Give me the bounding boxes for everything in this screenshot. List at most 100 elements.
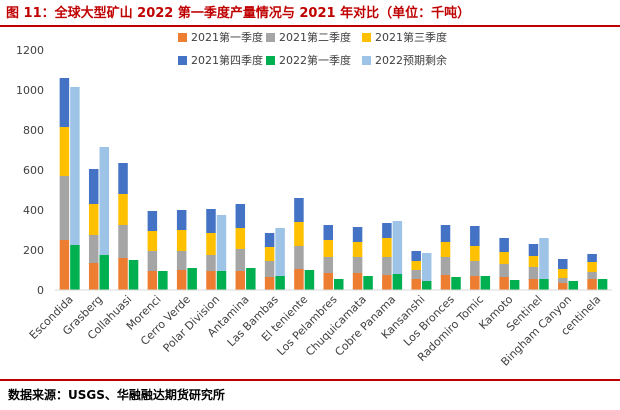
bar-2021第二季度 — [118, 225, 128, 258]
bar-2021第三季度 — [323, 240, 333, 257]
bar-2022第一季度 — [334, 279, 344, 290]
bar-2021第二季度 — [294, 246, 304, 269]
bar-2021第四季度 — [440, 225, 451, 242]
bar-2021第四季度 — [558, 259, 568, 269]
legend-swatch — [362, 33, 371, 42]
bar-2021第三季度 — [206, 233, 216, 255]
bar-2022第一季度 — [539, 279, 549, 290]
bar-2022第一季度 — [128, 260, 139, 290]
bar-2022预期剩余 — [392, 221, 403, 274]
bar-2021第四季度 — [470, 226, 480, 246]
bar-2021第四季度 — [59, 78, 70, 127]
bar-2021第二季度 — [382, 257, 392, 275]
bar-2021第一季度 — [587, 279, 597, 290]
chart-figure: 0 200 400 600 800 1000 1200 EscondidaGrasbergC… — [16, 30, 612, 369]
bar-2022第一季度 — [480, 276, 491, 290]
y-tick-label: 200 — [23, 244, 44, 257]
bar-2021第四季度 — [528, 244, 539, 256]
legend-label: 2021第三季度 — [375, 30, 447, 44]
bar-2022预期剩余 — [275, 228, 285, 276]
bar-2021第三季度 — [118, 194, 128, 225]
bar-2022第一季度 — [99, 255, 109, 290]
y-tick-label: 800 — [23, 124, 44, 137]
bar-2022第一季度 — [70, 245, 80, 290]
bar-2021第四季度 — [235, 204, 246, 228]
bar-2021第二季度 — [235, 249, 246, 271]
bar-2021第一季度 — [206, 271, 216, 290]
legend-swatch — [266, 33, 275, 42]
bottom-rule — [0, 379, 620, 381]
bar-2021第二季度 — [470, 261, 480, 276]
legend-swatch — [178, 56, 187, 65]
bar-2021第四季度 — [176, 210, 187, 230]
bar-2021第四季度 — [382, 223, 392, 238]
bar-2021第四季度 — [294, 198, 304, 222]
top-rule — [0, 25, 620, 27]
bar-2021第四季度 — [499, 238, 509, 252]
bar-2021第三季度 — [147, 231, 158, 251]
bar-2021第三季度 — [59, 127, 70, 176]
bar-2021第二季度 — [440, 257, 451, 275]
bar-2021第一季度 — [528, 279, 539, 290]
bar-2021第三季度 — [587, 262, 597, 272]
bar-2022第一季度 — [509, 280, 520, 290]
bar-2021第二季度 — [558, 278, 568, 283]
bar-2021第二季度 — [499, 264, 509, 277]
legend-label: 2021第二季度 — [279, 30, 351, 44]
bar-2021第四季度 — [88, 169, 99, 204]
legend-swatch — [266, 56, 275, 65]
bar-2021第一季度 — [88, 263, 99, 290]
bar-2021第三季度 — [235, 228, 246, 249]
bar-2021第四季度 — [323, 225, 333, 240]
bar-2022第一季度 — [451, 277, 461, 290]
y-tick-label: 600 — [23, 164, 44, 177]
bar-2022第一季度 — [216, 271, 227, 290]
bar-2021第一季度 — [558, 283, 568, 290]
bar-2021第三季度 — [88, 204, 99, 235]
bar-2021第三季度 — [558, 269, 568, 278]
bar-2021第二季度 — [352, 257, 363, 273]
legend-label: 2022第一季度 — [279, 53, 351, 67]
bar-2022预期剩余 — [70, 87, 80, 245]
chart-title: 图 11：全球大型矿山 2022 第一季度产量情况与 2021 年对比（单位：千… — [6, 6, 471, 21]
bar-2021第二季度 — [587, 272, 597, 279]
bar-2021第一季度 — [59, 240, 70, 290]
bar-2022第一季度 — [304, 270, 315, 290]
bar-2021第一季度 — [176, 270, 187, 290]
bar-2021第三季度 — [470, 246, 480, 261]
bar-2021第一季度 — [323, 273, 333, 290]
legend-label: 2021第四季度 — [191, 53, 263, 67]
bar-2022第一季度 — [597, 279, 608, 290]
source-note: 数据来源：USGS、华融融达期货研究所 — [8, 388, 225, 402]
bar-2021第一季度 — [264, 277, 275, 290]
bar-2021第四季度 — [147, 211, 158, 231]
legend: 2021第一季度 2021第二季度 2021第三季度 2021第四季度 2022第一季度… — [178, 30, 447, 67]
bar-2021第二季度 — [264, 261, 275, 277]
bar-2021第四季度 — [264, 233, 275, 247]
bar-2022第一季度 — [421, 281, 432, 290]
bar-2021第四季度 — [118, 163, 128, 194]
bar-2022第一季度 — [568, 281, 579, 290]
bar-2022预期剩余 — [99, 147, 109, 255]
bar-2022第一季度 — [187, 268, 197, 290]
bar-2021第三季度 — [440, 242, 451, 257]
bar-2021第三季度 — [411, 261, 421, 270]
bar-2022第一季度 — [363, 276, 373, 290]
bar-2021第三季度 — [176, 230, 187, 251]
bar-2021第一季度 — [382, 275, 392, 290]
bar-2021第一季度 — [440, 275, 451, 290]
bar-2021第二季度 — [206, 255, 216, 271]
bar-2021第一季度 — [294, 269, 304, 290]
bar-2022第一季度 — [275, 276, 285, 290]
bar-2022预期剩余 — [539, 238, 549, 279]
bar-2021第一季度 — [411, 279, 421, 290]
bar-2021第二季度 — [528, 267, 539, 279]
legend-swatch — [178, 33, 187, 42]
bar-2021第一季度 — [352, 273, 363, 290]
bar-2021第三季度 — [264, 247, 275, 261]
bar-2022预期剩余 — [421, 253, 432, 281]
legend-label: 2021第一季度 — [191, 30, 263, 44]
bar-2021第二季度 — [147, 251, 158, 271]
bar-2022第一季度 — [158, 271, 168, 290]
y-tick-label: 0 — [37, 284, 44, 297]
